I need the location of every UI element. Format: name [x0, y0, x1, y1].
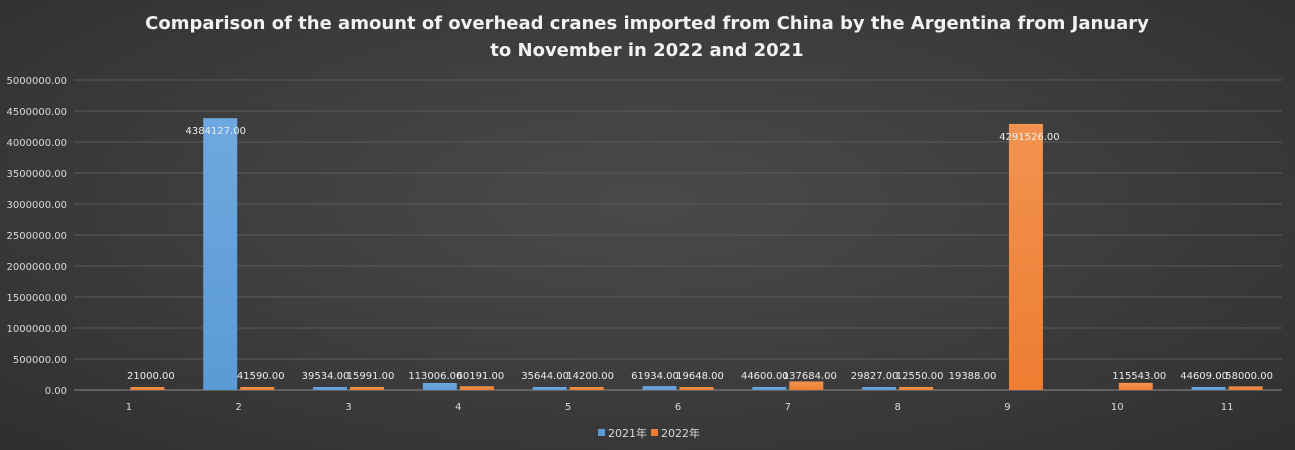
x-tick-label: 4: [455, 402, 461, 413]
data-label-2021-cat-2: 4384127.00: [186, 126, 246, 137]
data-label-2022-cat-10: 115543.00: [1112, 371, 1166, 382]
data-label-2022-cat-6: 19648.00: [676, 371, 724, 382]
y-axis: 0.00 500000.00 1000000.00 1500000.00 2000000…: [7, 76, 67, 397]
legend[interactable]: 2021年 2022年: [598, 426, 700, 440]
data-label-2021-cat-4: 113006.00: [408, 371, 462, 382]
bar-2022-cat-4[interactable]: [459, 386, 494, 390]
legend-swatch-2022: [651, 429, 658, 436]
data-label-2021-cat-11: 44609.00: [1180, 371, 1228, 382]
data-label-2022-cat-7: 137684.00: [783, 371, 837, 382]
x-tick-label: 7: [785, 402, 791, 413]
bar-2022-cat-10[interactable]: [1118, 382, 1153, 390]
data-label-2022-cat-9: 4291526.00: [999, 132, 1059, 143]
y-tick-label: 2500000.00: [7, 231, 67, 242]
y-tick-label: 500000.00: [13, 355, 67, 366]
bar-2022-cat-5[interactable]: [569, 387, 604, 390]
bar-2021-cat-11[interactable]: [1191, 387, 1226, 390]
bar-2022-cat-1[interactable]: [130, 387, 165, 390]
gridlines: [74, 79, 1282, 391]
x-axis: 1 2 3 4 5 6 7 8 9 10 11: [126, 402, 1234, 413]
bar-2022-cat-7[interactable]: [789, 381, 824, 390]
data-label-2022-cat-5: 14200.00: [566, 371, 614, 382]
x-tick-label: 3: [345, 402, 351, 413]
bars: [130, 118, 1263, 390]
data-label-2021-cat-8: 29827.00: [851, 371, 899, 382]
data-label-2022-cat-3: 15991.00: [347, 371, 395, 382]
y-tick-label: 5000000.00: [7, 76, 67, 87]
y-tick-label: 1500000.00: [7, 293, 67, 304]
chart-title-line1: Comparison of the amount of overhead cra…: [145, 13, 1149, 34]
x-tick-label: 8: [894, 402, 900, 413]
bar-2021-cat-4[interactable]: [422, 382, 457, 390]
data-label-2022-cat-1: 21000.00: [127, 371, 175, 382]
data-label-2021-cat-5: 35644.00: [521, 371, 569, 382]
y-tick-label: 0.00: [45, 386, 67, 397]
y-tick-label: 3000000.00: [7, 200, 67, 211]
bar-2022-cat-8[interactable]: [899, 387, 934, 390]
data-label-2022-cat-11: 58000.00: [1225, 371, 1273, 382]
x-tick-label: 6: [675, 402, 681, 413]
bar-2022-cat-2[interactable]: [240, 387, 275, 390]
chart-title-line2: to November in 2022 and 2021: [490, 40, 803, 61]
bar-2021-cat-5[interactable]: [532, 387, 567, 390]
y-tick-label: 4000000.00: [7, 138, 67, 149]
bar-2022-cat-6[interactable]: [679, 387, 714, 390]
legend-label-2021: 2021年: [608, 426, 647, 440]
legend-label-2022: 2022年: [661, 426, 700, 440]
data-label-2022-cat-4: 60191.00: [457, 371, 505, 382]
data-labels: 21000.00 4384127.00 41590.00 39534.0015991.…: [127, 126, 1273, 382]
y-tick-label: 4500000.00: [7, 107, 67, 118]
y-tick-label: 1000000.00: [7, 324, 67, 335]
y-tick-label: 3500000.00: [7, 169, 67, 180]
bar-2022-cat-11[interactable]: [1228, 386, 1263, 390]
data-label-2022-cat-2: 41590.00: [237, 371, 285, 382]
y-tick-label: 2000000.00: [7, 262, 67, 273]
bar-2021-cat-6[interactable]: [642, 386, 677, 390]
data-label-2021-cat-6: 61934.00: [631, 371, 679, 382]
bar-2021-cat-3[interactable]: [313, 387, 348, 390]
bar-2022-cat-3[interactable]: [350, 387, 385, 390]
data-label-2022-cat-8: 12550.00: [896, 371, 944, 382]
bar-2021-cat-8[interactable]: [862, 387, 897, 390]
bar-2022-cat-9[interactable]: [1008, 123, 1043, 390]
x-tick-label: 1: [126, 402, 132, 413]
x-tick-label: 11: [1221, 402, 1234, 413]
data-label-2021-cat-7: 44600.00: [741, 371, 789, 382]
x-tick-label: 5: [565, 402, 571, 413]
bar-2021-cat-2[interactable]: [203, 118, 238, 390]
bar-2021-cat-7[interactable]: [752, 387, 787, 390]
legend-swatch-2021: [598, 429, 605, 436]
x-tick-label: 9: [1004, 402, 1010, 413]
data-label-extra: 19388.00: [949, 371, 997, 382]
data-label-2021-cat-3: 39534.00: [302, 371, 350, 382]
x-tick-label: 2: [236, 402, 242, 413]
x-tick-label: 10: [1111, 402, 1124, 413]
